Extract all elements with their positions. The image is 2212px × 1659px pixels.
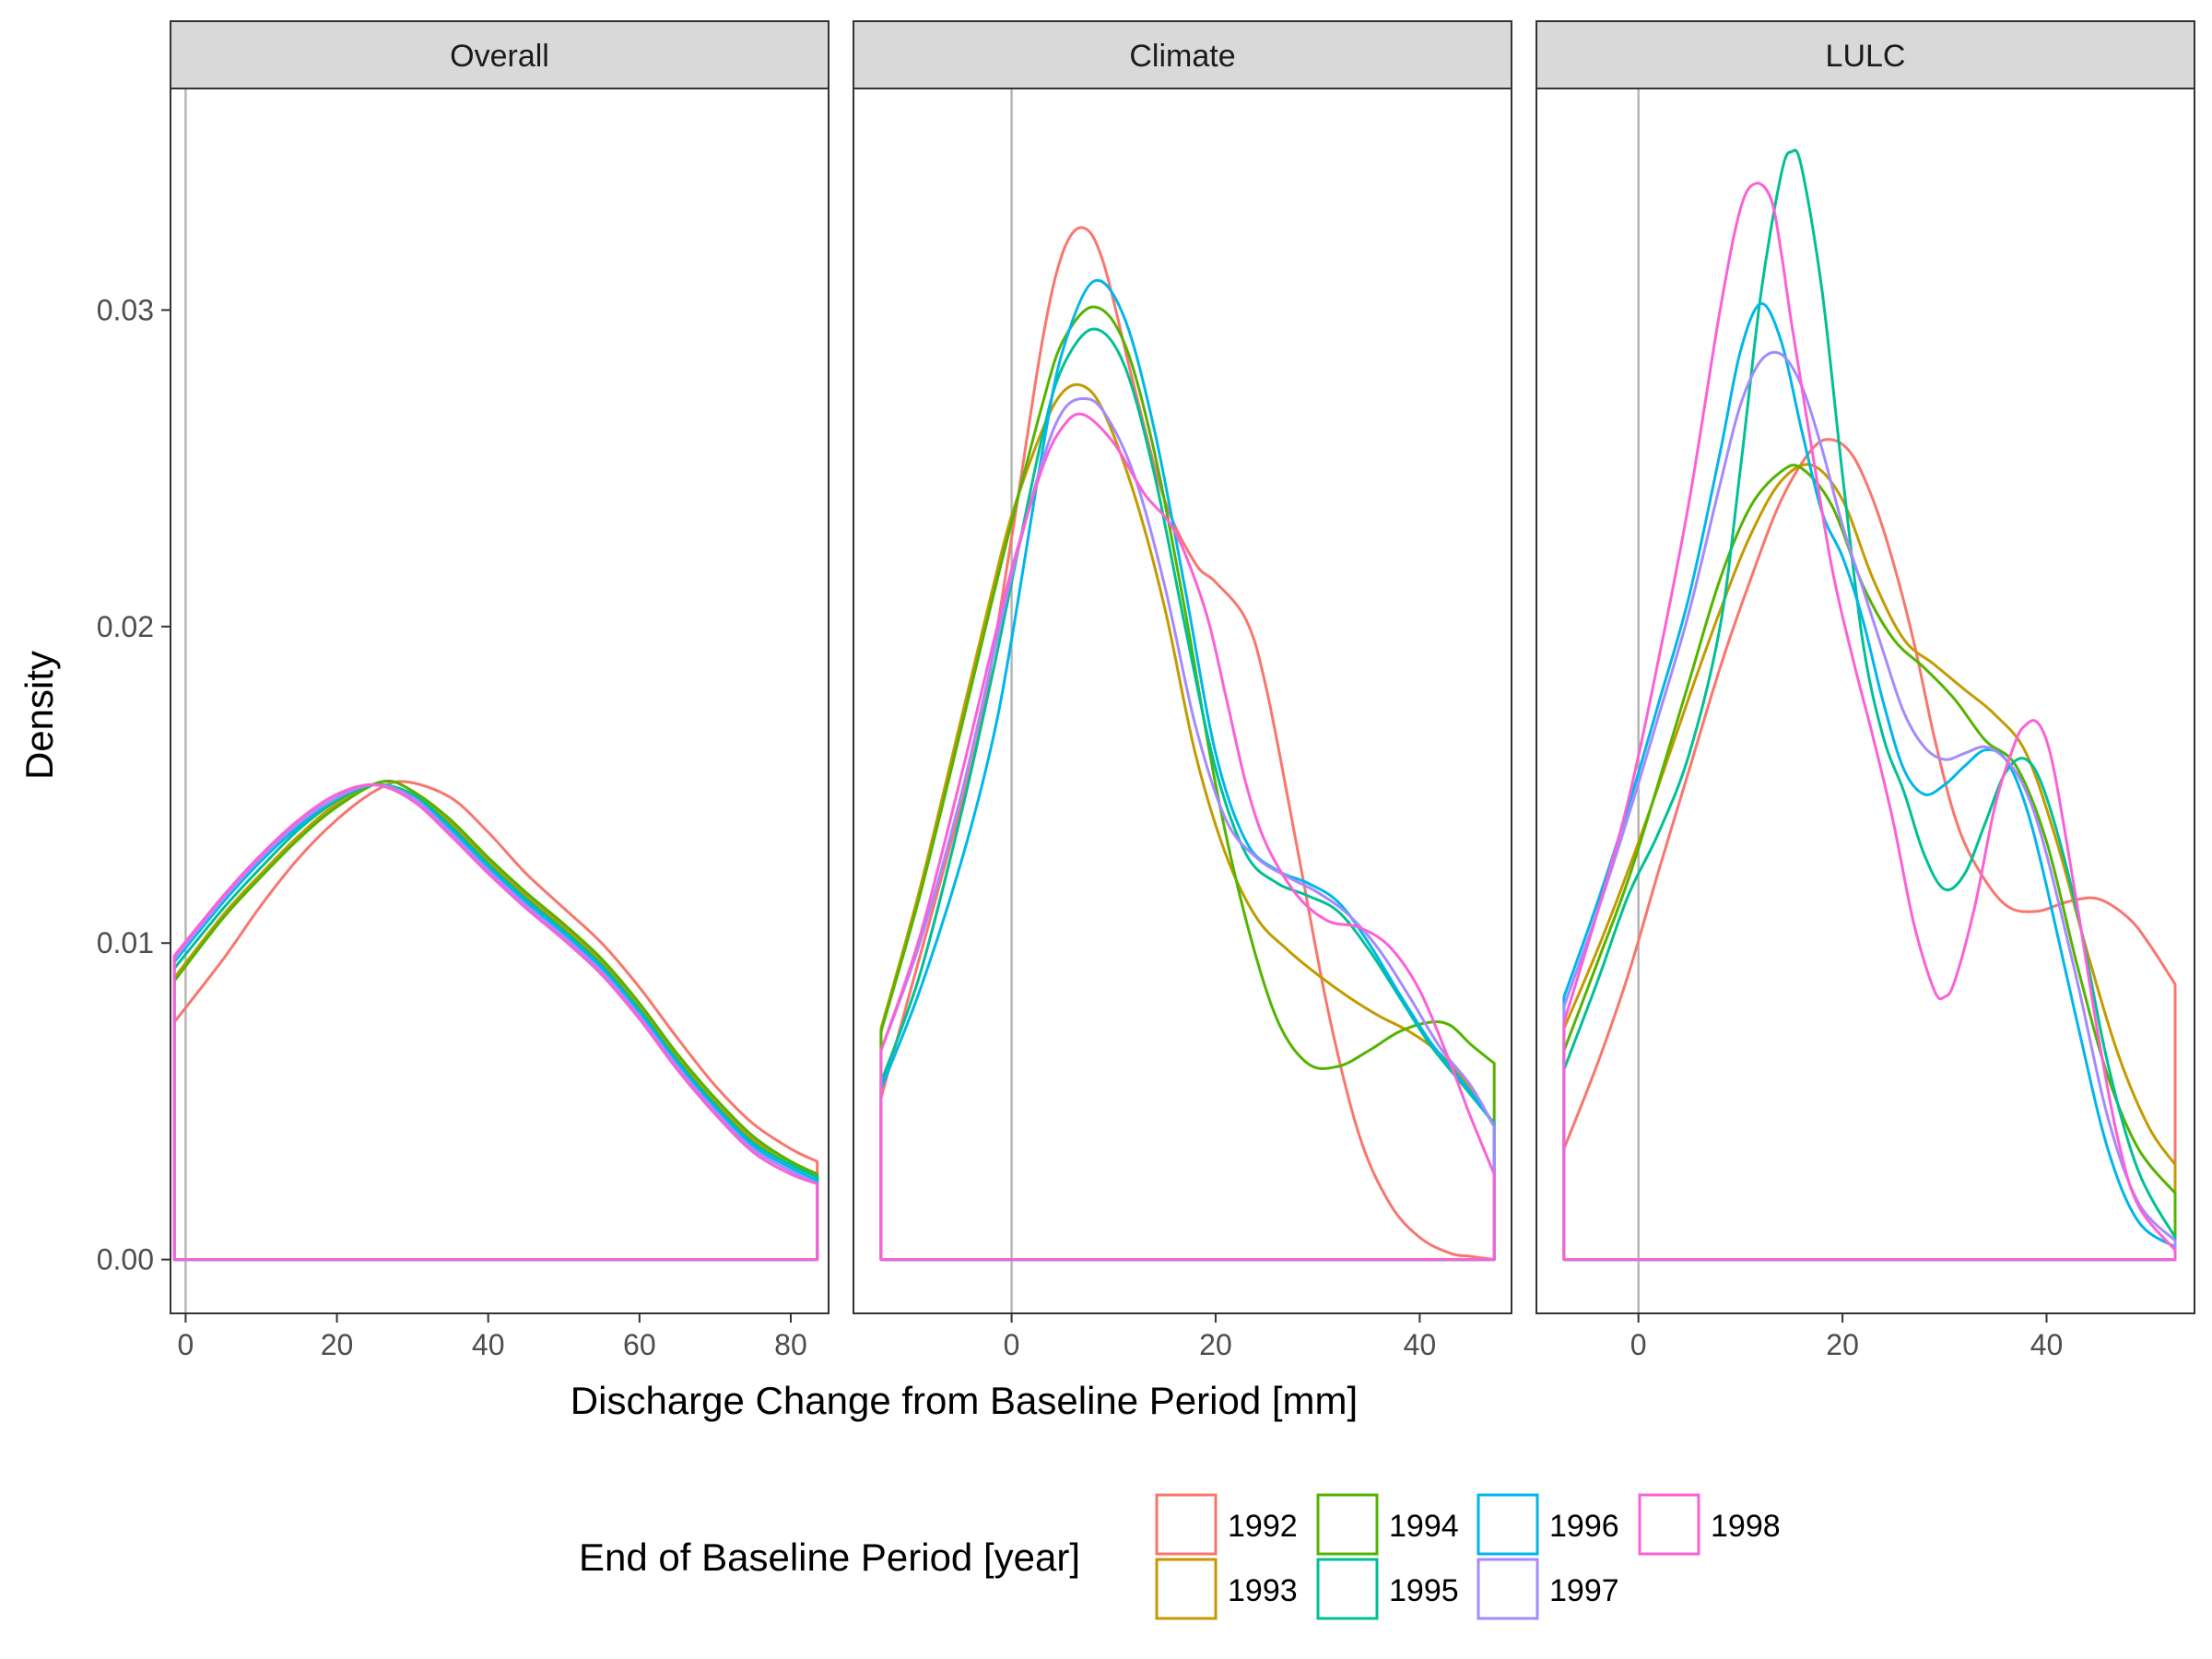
- y-axis-title: Density: [18, 651, 61, 780]
- legend-item-1995: 1995: [1316, 1558, 1459, 1620]
- panel-border-climate: [853, 88, 1512, 1314]
- x-tick-label-overall-40: 40: [472, 1328, 505, 1361]
- density-line-lulc-1992: [1562, 438, 2177, 1262]
- legend-item-1994: 1994: [1316, 1493, 1459, 1556]
- legend-item-1997: 1997: [1477, 1558, 1619, 1620]
- legend-key-1998: [1638, 1493, 1700, 1556]
- density-line-overall-1993: [172, 780, 819, 1262]
- legend-item-1996: 1996: [1477, 1493, 1619, 1556]
- legend-key-1992: [1155, 1493, 1218, 1556]
- panel-border-lulc: [1535, 88, 2195, 1314]
- x-tick-label-overall-60: 60: [623, 1328, 656, 1361]
- legend-key-1994: [1316, 1493, 1379, 1556]
- panels: Overall 0 20 40 60 80 Climate 0 20 40 LULC 0 20 40: [170, 20, 2195, 1361]
- series-group-overall: [172, 779, 819, 1262]
- legend-title: End of Baseline Period [year]: [579, 1535, 1080, 1579]
- density-line-climate-1998: [879, 412, 1496, 1262]
- x-tick-label-overall-20: 20: [321, 1328, 354, 1361]
- density-line-climate-1992: [879, 226, 1496, 1262]
- x-tick-label-lulc-0: 0: [1630, 1328, 1647, 1361]
- density-line-overall-1998: [172, 782, 819, 1262]
- density-line-lulc-1997: [1562, 350, 2177, 1262]
- density-line-overall-1996: [172, 783, 819, 1262]
- panel-border-overall: [170, 88, 830, 1314]
- density-line-overall-1992: [172, 780, 819, 1262]
- density-line-climate-1996: [879, 278, 1496, 1262]
- strip-label-lulc: LULC: [1826, 39, 1906, 74]
- y-tick-label-0.01: 0.01: [97, 926, 154, 959]
- density-line-lulc-1998: [1562, 182, 2177, 1262]
- legend-key-1995: [1316, 1558, 1379, 1620]
- density-line-overall-1997: [172, 783, 819, 1262]
- plot-area-lulc: [1536, 88, 2194, 1313]
- legend-label-1996: 1996: [1549, 1509, 1619, 1544]
- y-tick-label-0.03: 0.03: [97, 293, 154, 326]
- strip-overall: [170, 20, 830, 89]
- legend-label-1992: 1992: [1228, 1509, 1298, 1544]
- panel-climate: Climate 0 20 40: [853, 20, 1512, 1361]
- series-group-lulc: [1562, 148, 2177, 1262]
- legend-key-1993: [1155, 1558, 1218, 1620]
- x-tick-label-lulc-20: 20: [1826, 1328, 1859, 1361]
- legend-label-1993: 1993: [1228, 1573, 1298, 1608]
- density-line-lulc-1995: [1562, 148, 2177, 1262]
- legend-key-1996: [1477, 1493, 1539, 1556]
- legend-key-1997: [1477, 1558, 1539, 1620]
- plot-area-climate: [853, 88, 1512, 1313]
- series-group-climate: [879, 226, 1496, 1262]
- y-tick-label-0.00: 0.00: [97, 1243, 154, 1277]
- strip-label-overall: Overall: [450, 39, 549, 74]
- x-axis-title: Discharge Change from Baseline Period [m…: [571, 1379, 1358, 1422]
- strip-label-climate: Climate: [1129, 39, 1235, 74]
- legend-item-1993: 1993: [1155, 1558, 1298, 1620]
- panel-overall: Overall 0 20 40 60 80: [170, 20, 830, 1361]
- density-line-climate-1993: [879, 382, 1496, 1262]
- density-line-climate-1994: [879, 305, 1496, 1262]
- legend-label-1998: 1998: [1711, 1509, 1781, 1544]
- x-tick-label-climate-0: 0: [1004, 1328, 1020, 1361]
- density-line-climate-1997: [879, 397, 1496, 1262]
- legend-label-1997: 1997: [1549, 1573, 1619, 1608]
- panel-lulc: LULC 0 20 40: [1535, 20, 2195, 1361]
- density-line-overall-1995: [172, 782, 819, 1262]
- density-line-lulc-1996: [1562, 302, 2177, 1262]
- y-tick-label-0.02: 0.02: [97, 610, 154, 643]
- legend: End of Baseline Period [year] 1992 1993 19…: [579, 1493, 1781, 1620]
- x-tick-label-climate-40: 40: [1404, 1328, 1437, 1361]
- x-tick-label-overall-80: 80: [774, 1328, 807, 1361]
- x-tick-label-lulc-40: 40: [2030, 1328, 2064, 1361]
- strip-lulc: [1535, 20, 2195, 89]
- y-axis: 0.00 0.01 0.02 0.03: [97, 293, 171, 1277]
- legend-item-1992: 1992: [1155, 1493, 1298, 1556]
- legend-item-1998: 1998: [1638, 1493, 1781, 1556]
- density-line-climate-1995: [879, 327, 1496, 1262]
- x-tick-label-climate-20: 20: [1199, 1328, 1232, 1361]
- x-tick-label-overall-0: 0: [178, 1328, 194, 1361]
- legend-label-1995: 1995: [1389, 1573, 1459, 1608]
- density-line-overall-1994: [172, 779, 819, 1262]
- legend-label-1994: 1994: [1389, 1509, 1459, 1544]
